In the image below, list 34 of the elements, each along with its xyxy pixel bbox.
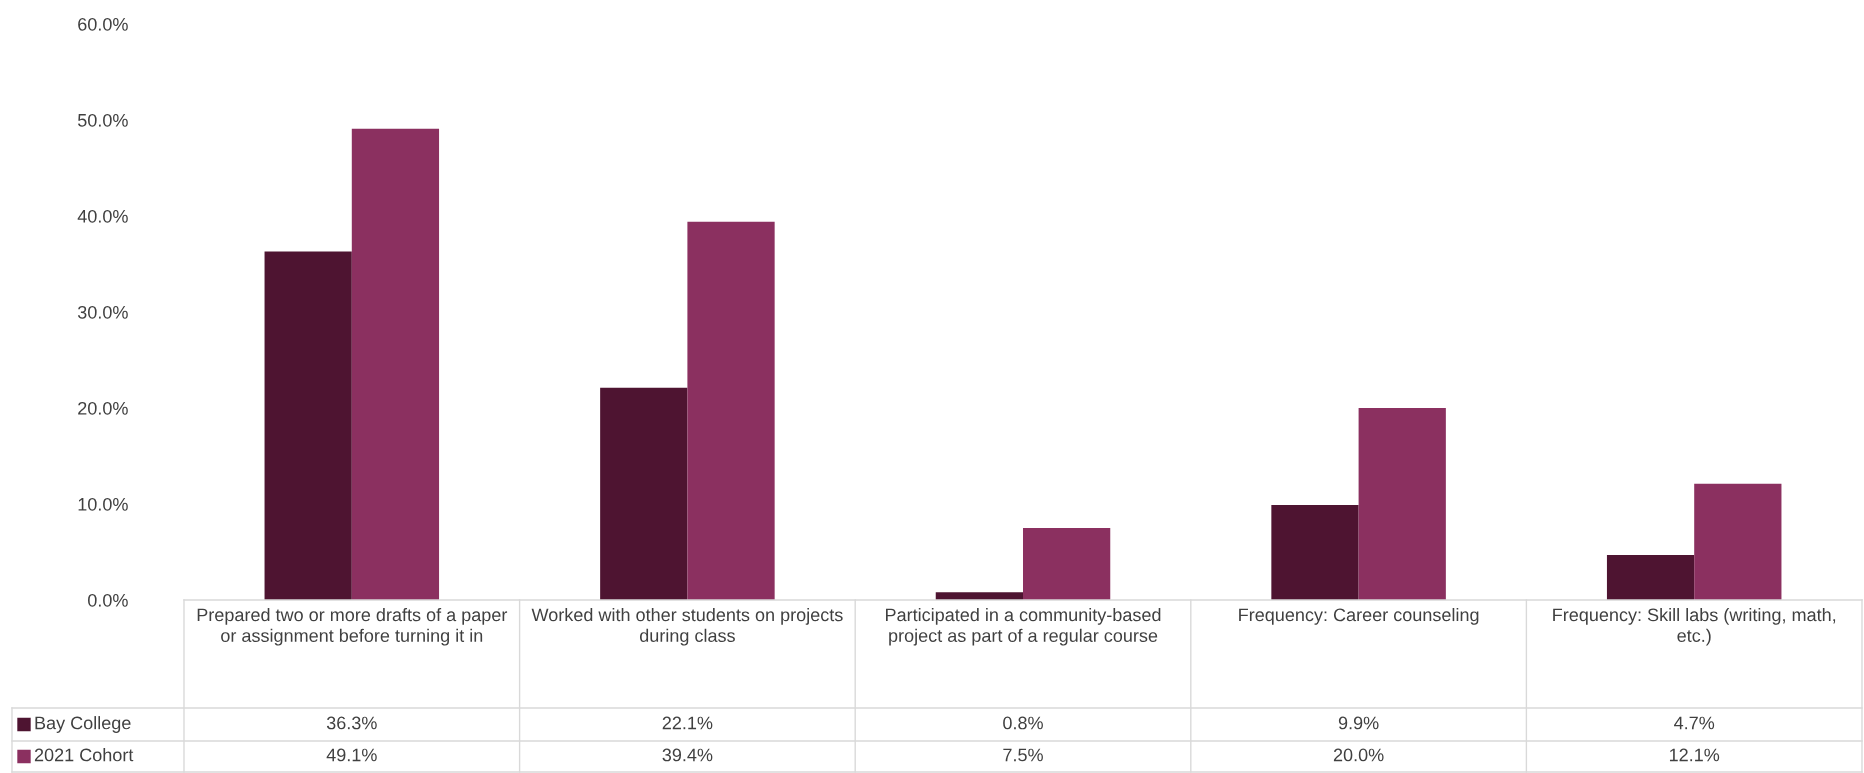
y-tick-label: 50.0% <box>77 113 128 127</box>
x-tick-label: Frequency: Career counseling <box>1239 608 1479 625</box>
x-tick-label: Participated in a community-based project as part of a regular course <box>886 608 1161 646</box>
x-tick-label: Worked with other students on projects during class <box>531 608 843 646</box>
bar <box>351 128 440 600</box>
bar <box>1023 528 1111 600</box>
data-label: 9.9% <box>1338 716 1379 730</box>
y-tick-label: 20.0% <box>78 401 128 415</box>
data-label: 0.8% <box>1003 716 1043 730</box>
bar <box>687 221 775 600</box>
y-tick-label: 60.0% <box>78 17 128 31</box>
x-tick-label: Frequency: Skill labs (writing, math, etc.) <box>1553 608 1836 646</box>
data-label: 7.5% <box>1003 748 1043 762</box>
bar <box>1694 483 1782 600</box>
data-label: 20.0% <box>1333 748 1384 762</box>
data-label: 22.1% <box>662 716 713 730</box>
bar <box>264 251 352 600</box>
y-tick-label: 30.0% <box>77 305 128 319</box>
data-label: 4.7% <box>1674 716 1715 730</box>
legend-label: 2021 Cohort <box>34 748 134 762</box>
data-label: 36.3% <box>326 716 377 730</box>
bar <box>935 592 1023 600</box>
bar <box>1606 554 1695 600</box>
data-label: 39.4% <box>662 748 713 762</box>
bar <box>1271 504 1359 600</box>
y-tick-label: 10.0% <box>78 497 128 511</box>
data-label: 49.1% <box>326 748 377 762</box>
legend-label: Bay College <box>35 716 131 733</box>
x-tick-label: Prepared two or more drafts of a paper or assignment before turning it in <box>197 608 508 646</box>
data-label: 12.1% <box>1669 748 1720 762</box>
y-tick-label: 0.0% <box>88 593 128 607</box>
y-tick-label: 40.0% <box>77 209 128 223</box>
bar <box>600 387 688 600</box>
bar <box>1358 408 1446 600</box>
